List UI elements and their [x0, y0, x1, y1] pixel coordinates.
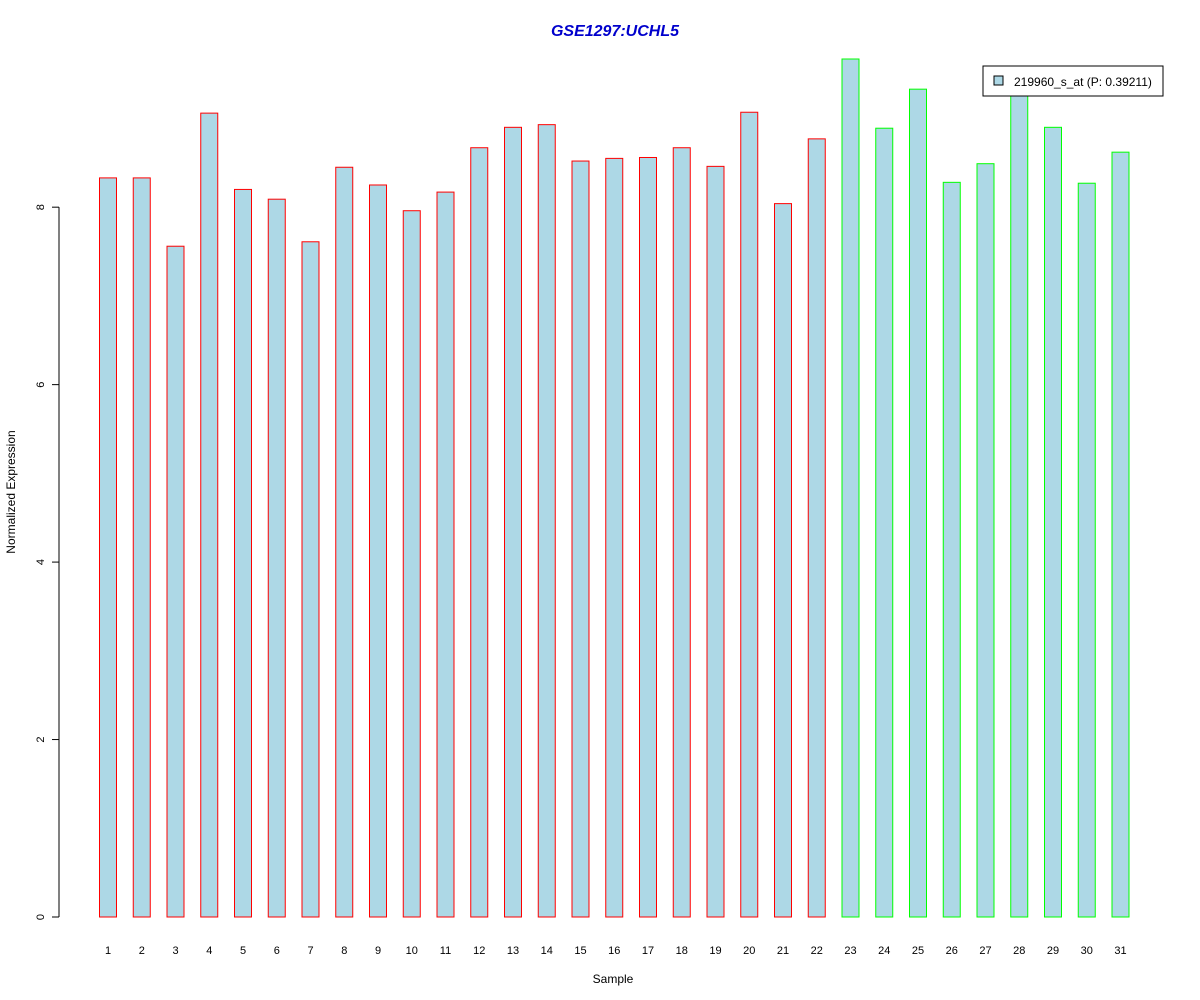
y-tick-label: 0: [35, 914, 47, 920]
x-tick-label: 26: [946, 945, 958, 957]
bar-13: [504, 126, 522, 918]
x-tick-label: 3: [172, 945, 178, 957]
x-tick-label: 1: [105, 945, 111, 957]
bar-11: [436, 191, 455, 918]
bar-24: [875, 127, 894, 918]
x-tick-label: 9: [375, 945, 381, 957]
x-tick-label: 5: [240, 945, 246, 957]
bar-7: [301, 241, 320, 918]
x-tick-label: 18: [676, 945, 688, 957]
bar-28: [1010, 77, 1029, 918]
bar-1: [99, 177, 117, 918]
x-tick-label: 23: [844, 945, 856, 957]
bar-6: [267, 198, 286, 918]
x-tick-label: 31: [1114, 945, 1126, 957]
x-tick-label: 15: [574, 945, 586, 957]
x-tick-label: 14: [541, 945, 553, 957]
bar-10: [402, 210, 421, 918]
x-tick-label: 4: [206, 945, 212, 957]
bar-8: [335, 166, 354, 918]
bar-19: [706, 165, 725, 918]
y-axis: 0 2 4 6 8: [35, 204, 60, 920]
bar-12: [470, 147, 489, 918]
x-tick-label: 20: [743, 945, 755, 957]
x-tick-label: 17: [642, 945, 654, 957]
x-tick-label: 22: [811, 945, 823, 957]
bar-30: [1077, 182, 1096, 918]
x-tick-label: 28: [1013, 945, 1025, 957]
x-axis-label: Sample: [593, 972, 634, 986]
chart-title: GSE1297:UCHL5: [551, 23, 680, 40]
bar-29: [1044, 126, 1062, 918]
bar-4: [200, 112, 219, 918]
legend: 219960_s_at (P: 0.39211): [982, 65, 1164, 97]
x-tick-label: 2: [139, 945, 145, 957]
bar-18: [672, 147, 691, 918]
bar-26: [942, 181, 961, 918]
bar-9: [369, 184, 387, 918]
y-tick-label: 4: [35, 559, 47, 565]
bar-27: [976, 163, 995, 918]
x-tick-label: 27: [979, 945, 991, 957]
bar-15: [571, 160, 590, 918]
bar-25: [909, 88, 927, 918]
legend-box: [982, 65, 1164, 97]
bar-2: [132, 177, 151, 918]
y-tick-label: 2: [35, 736, 47, 742]
x-tick-label: 24: [878, 945, 890, 957]
x-tick-label: 25: [912, 945, 924, 957]
bars-group: [99, 58, 1130, 918]
x-tick-labels: 1 2 3 4 5 6 7 8 9 10 11 12 13 14 15 16 17 18 19 20 21 22 23 24 2…: [105, 945, 1127, 957]
y-tick-label: 6: [35, 382, 47, 388]
bar-5: [234, 188, 252, 918]
bar-17: [639, 156, 657, 918]
bar-21: [774, 203, 792, 918]
legend-label: 219960_s_at (P: 0.39211): [1014, 75, 1152, 89]
x-tick-label: 13: [507, 945, 519, 957]
legend-swatch: [993, 75, 1004, 86]
x-tick-label: 12: [473, 945, 485, 957]
bar-16: [605, 157, 624, 918]
x-tick-label: 30: [1081, 945, 1093, 957]
x-tick-label: 19: [709, 945, 721, 957]
y-axis-label: Normalized Expression: [4, 430, 18, 553]
x-tick-label: 6: [274, 945, 280, 957]
bar-31: [1111, 151, 1130, 918]
bar-22: [807, 138, 826, 918]
x-tick-label: 10: [406, 945, 418, 957]
x-tick-label: 7: [307, 945, 313, 957]
x-tick-label: 8: [341, 945, 347, 957]
bar-20: [740, 111, 759, 918]
y-tick-label: 8: [35, 204, 47, 210]
x-tick-label: 29: [1047, 945, 1059, 957]
x-tick-label: 16: [608, 945, 620, 957]
bar-14: [537, 124, 556, 918]
bar-3: [166, 245, 185, 918]
x-tick-label: 21: [777, 945, 789, 957]
bar-23: [841, 58, 860, 918]
x-tick-label: 11: [440, 945, 451, 957]
